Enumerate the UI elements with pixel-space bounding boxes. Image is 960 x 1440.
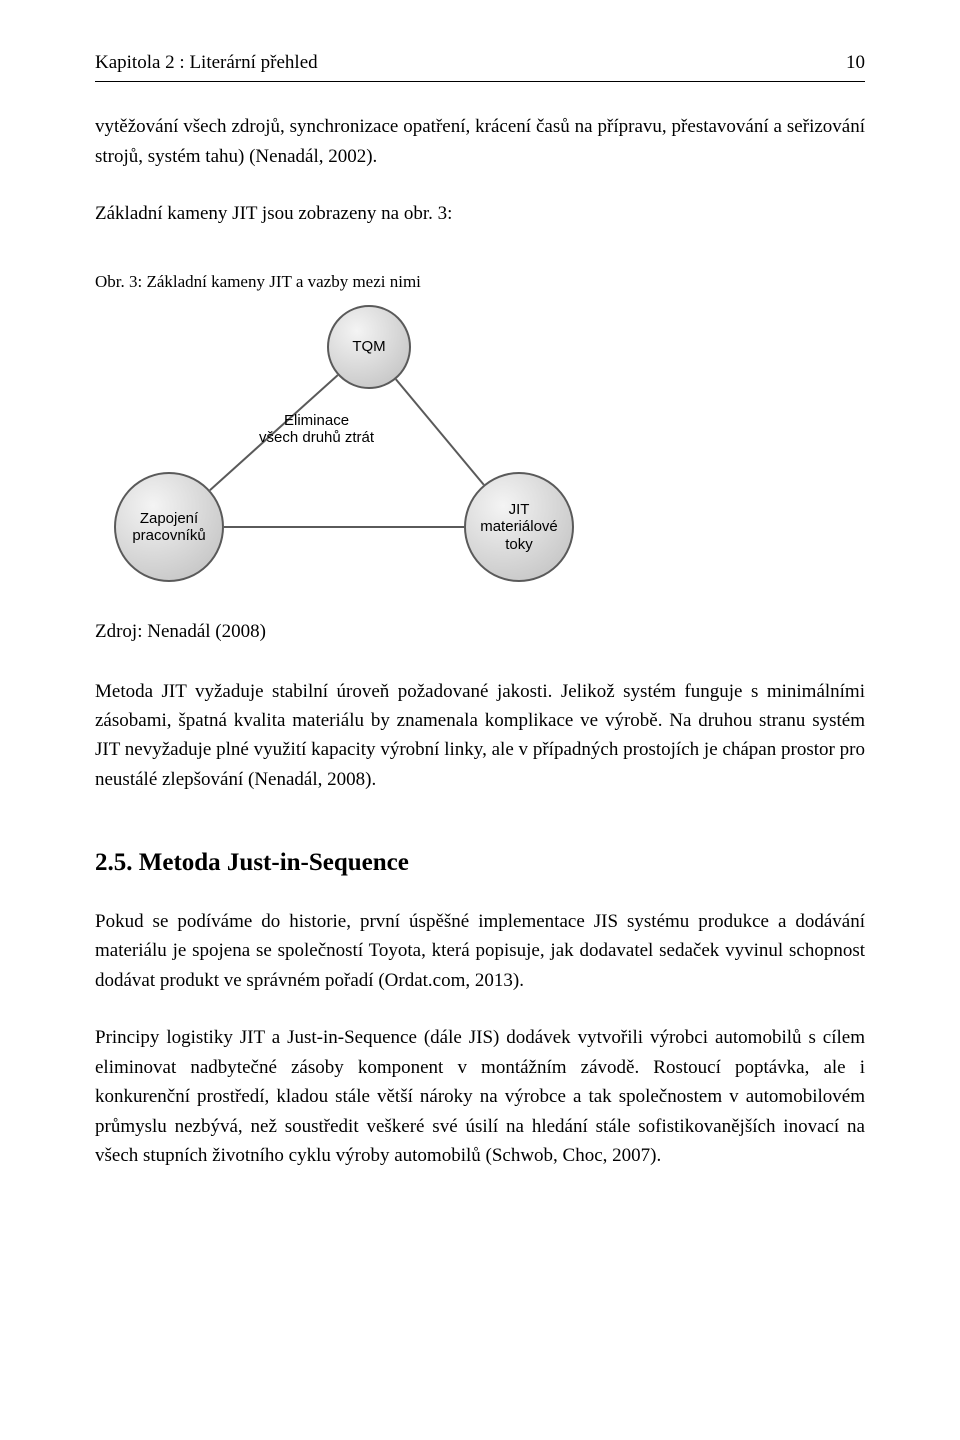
paragraph-1: vytěžování všech zdrojů, synchronizace o… [95, 112, 865, 171]
section-title: Metoda Just-in-Sequence [139, 849, 409, 876]
section-heading: 2.5. Metoda Just-in-Sequence [95, 844, 865, 883]
diagram-node-zapojeni: Zapojenípracovníků [114, 472, 224, 582]
diagram-node-tqm: TQM [327, 305, 411, 389]
diagram-node-jit_toky: JITmateriálovétoky [464, 472, 574, 582]
header-page-number: 10 [846, 48, 865, 77]
section-number: 2.5. [95, 849, 133, 876]
paragraph-3: Metoda JIT vyžaduje stabilní úroveň poža… [95, 677, 865, 795]
diagram-edge-label: Eliminacevšech druhů ztrát [259, 412, 374, 447]
figure-source: Zdroj: Nenadál (2008) [95, 617, 865, 646]
page-header: Kapitola 2 : Literární přehled 10 [95, 48, 865, 82]
paragraph-4: Pokud se podíváme do historie, první úsp… [95, 907, 865, 995]
paragraph-5: Principy logistiky JIT a Just-in-Sequenc… [95, 1023, 865, 1170]
figure-caption: Obr. 3: Základní kameny JIT a vazby mezi… [95, 269, 865, 295]
header-left: Kapitola 2 : Literární přehled [95, 48, 318, 77]
paragraph-2: Základní kameny JIT jsou zobrazeny na ob… [95, 199, 865, 228]
jit-diagram: TQM Zapojenípracovníků JITmateriálovétoky E… [89, 307, 649, 587]
